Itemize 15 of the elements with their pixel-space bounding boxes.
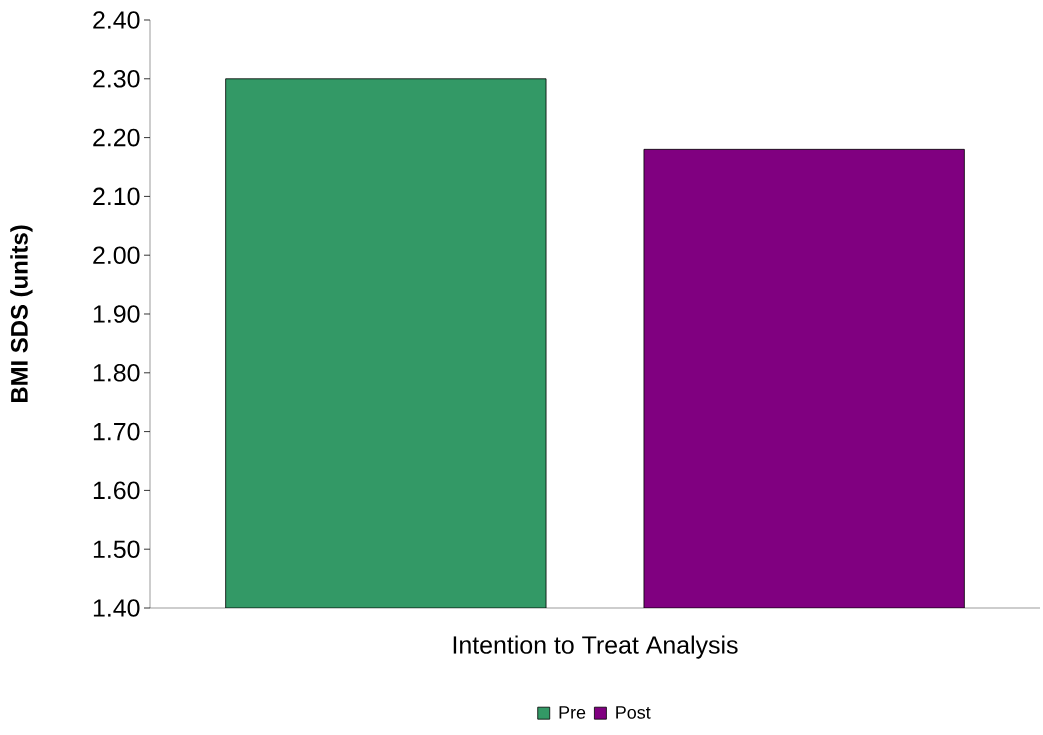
y-tick-label: 1.60: [93, 481, 140, 500]
y-tick-label: 1.70: [93, 422, 140, 441]
x-tick-label: Intention to Treat Analysis: [453, 635, 738, 659]
y-tick-label: 1.90: [93, 305, 140, 323]
y-tick-label: 1.80: [93, 363, 140, 382]
legend-label: Post: [616, 706, 651, 719]
y-tick-label: 2.40: [93, 11, 140, 29]
y-tick-label: 1.40: [93, 599, 140, 617]
y-tick-label: 2.30: [93, 69, 140, 88]
y-tick-label: 2.20: [93, 128, 140, 147]
y-tick-label: 2.00: [93, 246, 140, 265]
y-axis-title: BMI SDS (units): [10, 225, 33, 403]
y-tick-label: 2.10: [93, 187, 140, 206]
legend-label: Pre: [559, 706, 586, 719]
y-tick-label: 1.50: [93, 540, 140, 559]
